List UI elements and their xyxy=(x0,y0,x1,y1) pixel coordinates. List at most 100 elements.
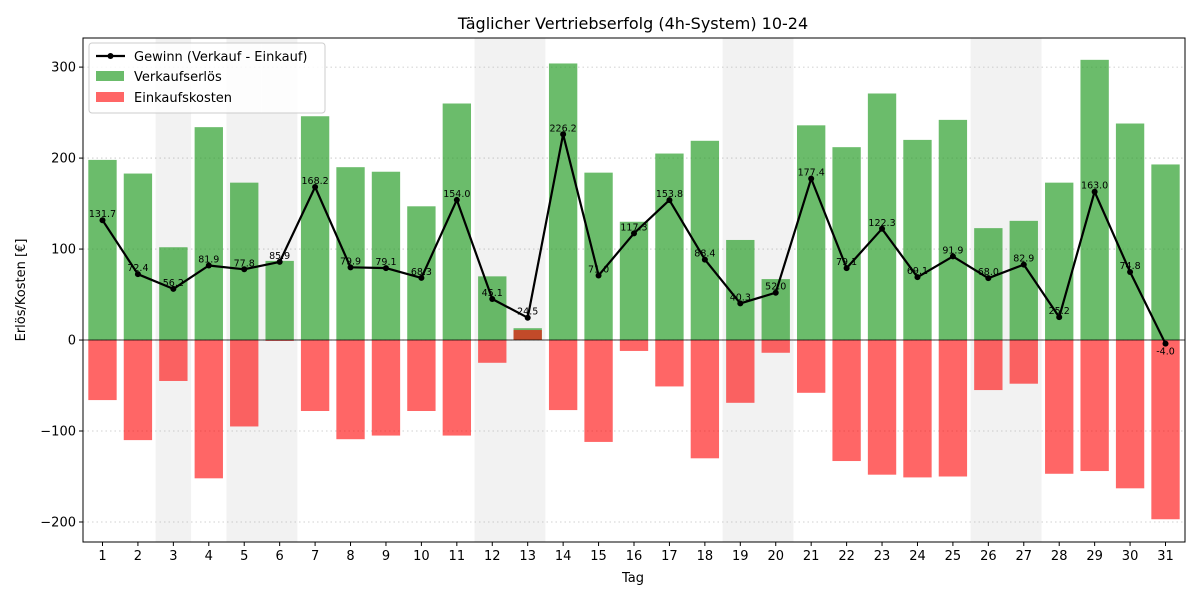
profit-point-day-3 xyxy=(170,285,177,292)
revenue-bar-day-7 xyxy=(300,116,330,341)
profit-label-day-3: 56.2 xyxy=(163,278,184,289)
cost-bar-day-15 xyxy=(584,340,613,442)
cost-bar-day-5 xyxy=(230,340,259,427)
profit-label-day-30: 74.8 xyxy=(1119,261,1140,272)
profit-label-day-2: 72.4 xyxy=(127,263,148,274)
profit-point-day-25 xyxy=(949,253,956,260)
x-tick-label-1: 1 xyxy=(98,549,106,564)
profit-point-day-24 xyxy=(914,274,921,281)
y-tick-label: −100 xyxy=(40,425,76,440)
cost-bar-day-8 xyxy=(336,340,365,440)
profit-point-day-21 xyxy=(808,175,815,182)
x-tick-label-20: 20 xyxy=(767,549,784,564)
cost-bar-day-25 xyxy=(938,340,968,477)
x-tick-label-27: 27 xyxy=(1016,549,1033,564)
legend-line-marker xyxy=(107,53,114,59)
revenue-bar-day-12 xyxy=(478,276,507,341)
revenue-bar-day-16 xyxy=(619,221,649,341)
cost-bar-day-29 xyxy=(1080,340,1109,472)
legend-swatch-cost xyxy=(96,92,124,102)
revenue-bar-day-24 xyxy=(903,139,932,341)
x-tick-label-5: 5 xyxy=(240,549,248,564)
profit-label-day-27: 82.9 xyxy=(1013,254,1034,265)
profit-point-day-12 xyxy=(489,296,496,303)
weekend-band-day-13 xyxy=(509,38,546,542)
profit-point-day-10 xyxy=(418,274,425,281)
profit-point-day-31 xyxy=(1162,340,1169,347)
profit-point-day-4 xyxy=(205,262,212,269)
cost-bar-day-22 xyxy=(832,340,861,462)
cost-bar-day-10 xyxy=(407,340,436,411)
y-tick-label: −200 xyxy=(40,515,76,530)
profit-point-day-18 xyxy=(701,256,708,263)
cost-bar-day-17 xyxy=(655,340,684,387)
legend-box xyxy=(88,42,326,114)
revenue-bar-day-30 xyxy=(1115,123,1145,341)
profit-point-day-28 xyxy=(1056,314,1063,321)
profit-point-day-30 xyxy=(1127,268,1134,275)
x-tick-label-23: 23 xyxy=(874,549,891,564)
x-tick-label-29: 29 xyxy=(1086,549,1103,564)
profit-point-day-5 xyxy=(241,266,248,273)
profit-label-day-4: 81.9 xyxy=(198,255,219,266)
x-tick-label-10: 10 xyxy=(413,549,430,564)
revenue-bar-day-31 xyxy=(1151,164,1180,341)
cost-bar-day-24 xyxy=(903,340,932,478)
y-tick-label: 200 xyxy=(51,152,76,167)
cost-bar-day-16 xyxy=(619,340,649,351)
x-tick-label-26: 26 xyxy=(980,549,997,564)
profit-point-day-1 xyxy=(99,217,106,224)
x-tick-label-13: 13 xyxy=(519,549,536,564)
revenue-bar-day-5 xyxy=(230,182,259,341)
profit-label-day-23: 122.3 xyxy=(868,218,895,229)
profit-line-layer xyxy=(99,131,1169,347)
profit-point-day-16 xyxy=(631,230,637,237)
profit-label-day-1: 131.7 xyxy=(89,209,116,220)
profit-point-day-20 xyxy=(772,289,779,296)
legend-label-cost: Einkaufskosten xyxy=(134,91,232,106)
profit-label-day-5: 77.8 xyxy=(234,258,255,269)
x-tick-label-22: 22 xyxy=(838,549,855,564)
cost-bar-day-23 xyxy=(867,340,897,475)
revenue-bar-day-26 xyxy=(974,228,1003,341)
x-tick-label-14: 14 xyxy=(555,549,572,564)
x-tick-label-6: 6 xyxy=(276,549,284,564)
y-tick-label: 300 xyxy=(51,61,76,76)
revenue-bar-day-1 xyxy=(88,159,117,341)
revenue-bar-day-6 xyxy=(265,260,294,341)
revenue-bar-day-21 xyxy=(796,125,826,341)
revenue-bar-day-10 xyxy=(407,206,436,341)
profit-label-day-31: -4.0 xyxy=(1156,347,1175,358)
x-tick-label-18: 18 xyxy=(697,549,714,564)
profit-label-day-15: 71.0 xyxy=(588,264,609,275)
profit-label-day-28: 25.2 xyxy=(1049,306,1070,317)
profit-point-day-13 xyxy=(524,314,531,321)
x-tick-label-25: 25 xyxy=(945,549,962,564)
profit-label-day-25: 91.9 xyxy=(942,245,963,256)
chart-title: Täglicher Vertriebserfolg (4h-System) 10… xyxy=(457,14,808,33)
x-tick-label-24: 24 xyxy=(909,549,926,564)
cost-bar-day-21 xyxy=(796,340,826,393)
data-labels: 131.7 72.4 56.2 81.9 77.8 85.9 168.2 79.9 79.1 68… xyxy=(89,123,1175,357)
x-tick-label-8: 8 xyxy=(346,549,354,564)
profit-point-day-15 xyxy=(595,272,602,279)
profit-label-day-18: 88.4 xyxy=(694,249,715,260)
cost-bar-day-20 xyxy=(761,340,790,353)
legend-label-profit: Gewinn (Verkauf - Einkauf) xyxy=(134,50,307,65)
profit-label-day-6: 85.9 xyxy=(269,251,290,262)
profit-label-day-16: 117.3 xyxy=(620,222,647,233)
profit-label-day-7: 168.2 xyxy=(301,176,328,187)
cost-bar-day-19 xyxy=(726,340,755,403)
x-tick-label-9: 9 xyxy=(382,549,390,564)
x-tick-label-7: 7 xyxy=(311,549,319,564)
profit-point-day-7 xyxy=(312,184,319,191)
profit-label-day-12: 45.1 xyxy=(482,288,503,299)
cost-bar-day-28 xyxy=(1045,340,1074,474)
profit-label-day-20: 52.0 xyxy=(765,282,786,293)
cost-bar-day-1 xyxy=(88,340,117,401)
bars xyxy=(88,59,1180,520)
profit-point-day-14 xyxy=(560,131,567,138)
revenue-bar-day-15 xyxy=(584,172,613,341)
profit-label-day-8: 79.9 xyxy=(340,256,361,267)
